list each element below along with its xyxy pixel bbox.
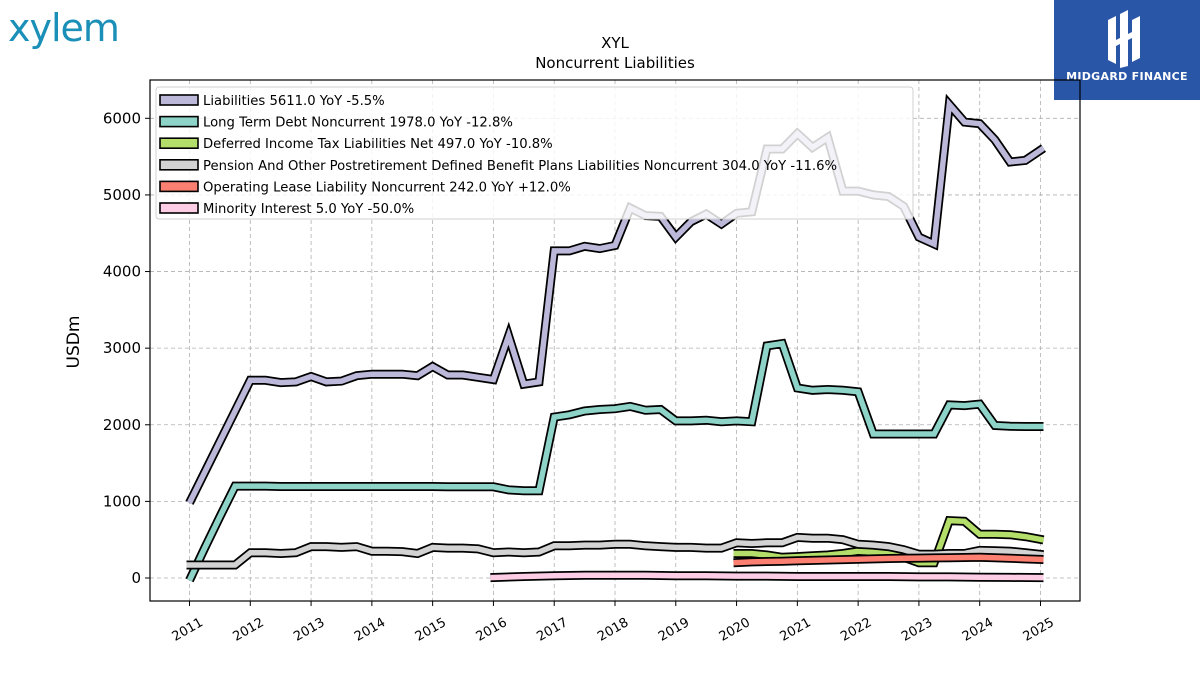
x-tick-label: 2019 [656, 615, 692, 645]
x-ticks: 2011 2012 2013 2014 2015 2016 2017 2018 2019 2020… [170, 601, 1057, 645]
x-tick-label: 2016 [474, 615, 510, 645]
legend-swatch [159, 202, 199, 214]
x-tick-label: 2011 [170, 615, 206, 645]
midgard-brand-text: MIDGARD FINANCE [1066, 70, 1188, 83]
y-tick-label: 0 [131, 569, 141, 587]
y-tick-label: 1000 [103, 492, 141, 510]
x-tick-label: 2015 [413, 615, 449, 645]
x-tick-label: 2012 [230, 615, 266, 645]
y-axis-label: USDm [64, 316, 84, 369]
legend-entry: Operating Lease Liability Noncurrent 242… [203, 180, 571, 195]
x-tick-label: 2023 [899, 615, 935, 645]
y-ticks: 0 1000 2000 3000 4000 5000 6000 [103, 109, 150, 587]
legend-swatch [159, 180, 199, 193]
legend-swatch [159, 159, 199, 171]
legend-swatch [159, 94, 199, 106]
y-tick-label: 6000 [103, 109, 141, 127]
x-tick-label: 2021 [778, 615, 814, 645]
chart-title: XYL [601, 34, 629, 52]
chart-subtitle: Noncurrent Liabilities [535, 54, 695, 72]
x-tick-label: 2024 [960, 615, 996, 645]
x-tick-label: 2022 [838, 615, 874, 645]
y-tick-label: 4000 [103, 263, 141, 281]
xylem-logo: xylem [8, 6, 120, 50]
legend-swatch [159, 137, 199, 149]
y-tick-label: 2000 [103, 416, 141, 434]
legend-box [155, 86, 914, 220]
x-tick-label: 2013 [291, 615, 327, 645]
y-tick-label: 5000 [103, 186, 141, 204]
series-line [187, 340, 1044, 582]
legend-entry: Deferred Income Tax Liabilities Net 497.… [203, 137, 553, 152]
midgard-mark-icon [1108, 10, 1140, 68]
y-tick-label: 3000 [103, 339, 141, 357]
x-tick-label: 2014 [352, 615, 388, 645]
x-tick-label: 2018 [595, 615, 631, 645]
series-lines [185, 93, 1047, 583]
x-tick-label: 2020 [717, 615, 753, 645]
series-line [733, 554, 1044, 566]
x-tick-label: 2017 [534, 615, 570, 645]
x-tick-label: 2025 [1021, 615, 1057, 645]
midgard-finance-logo: MIDGARD FINANCE [1054, 0, 1200, 100]
legend-entry: Liabilities 5611.0 YoY -5.5% [203, 94, 385, 109]
legend-swatch [159, 115, 199, 128]
series-line [186, 534, 1044, 568]
legend: Liabilities 5611.0 YoY -5.5% Long Term De… [155, 86, 914, 220]
series-line [490, 572, 1044, 581]
legend-entry: Long Term Debt Noncurrent 1978.0 YoY -12… [203, 116, 513, 131]
legend-entry: Minority Interest 5.0 YoY -50.0% [203, 202, 414, 217]
legend-entry: Pension And Other Postretirement Defined… [203, 159, 837, 174]
